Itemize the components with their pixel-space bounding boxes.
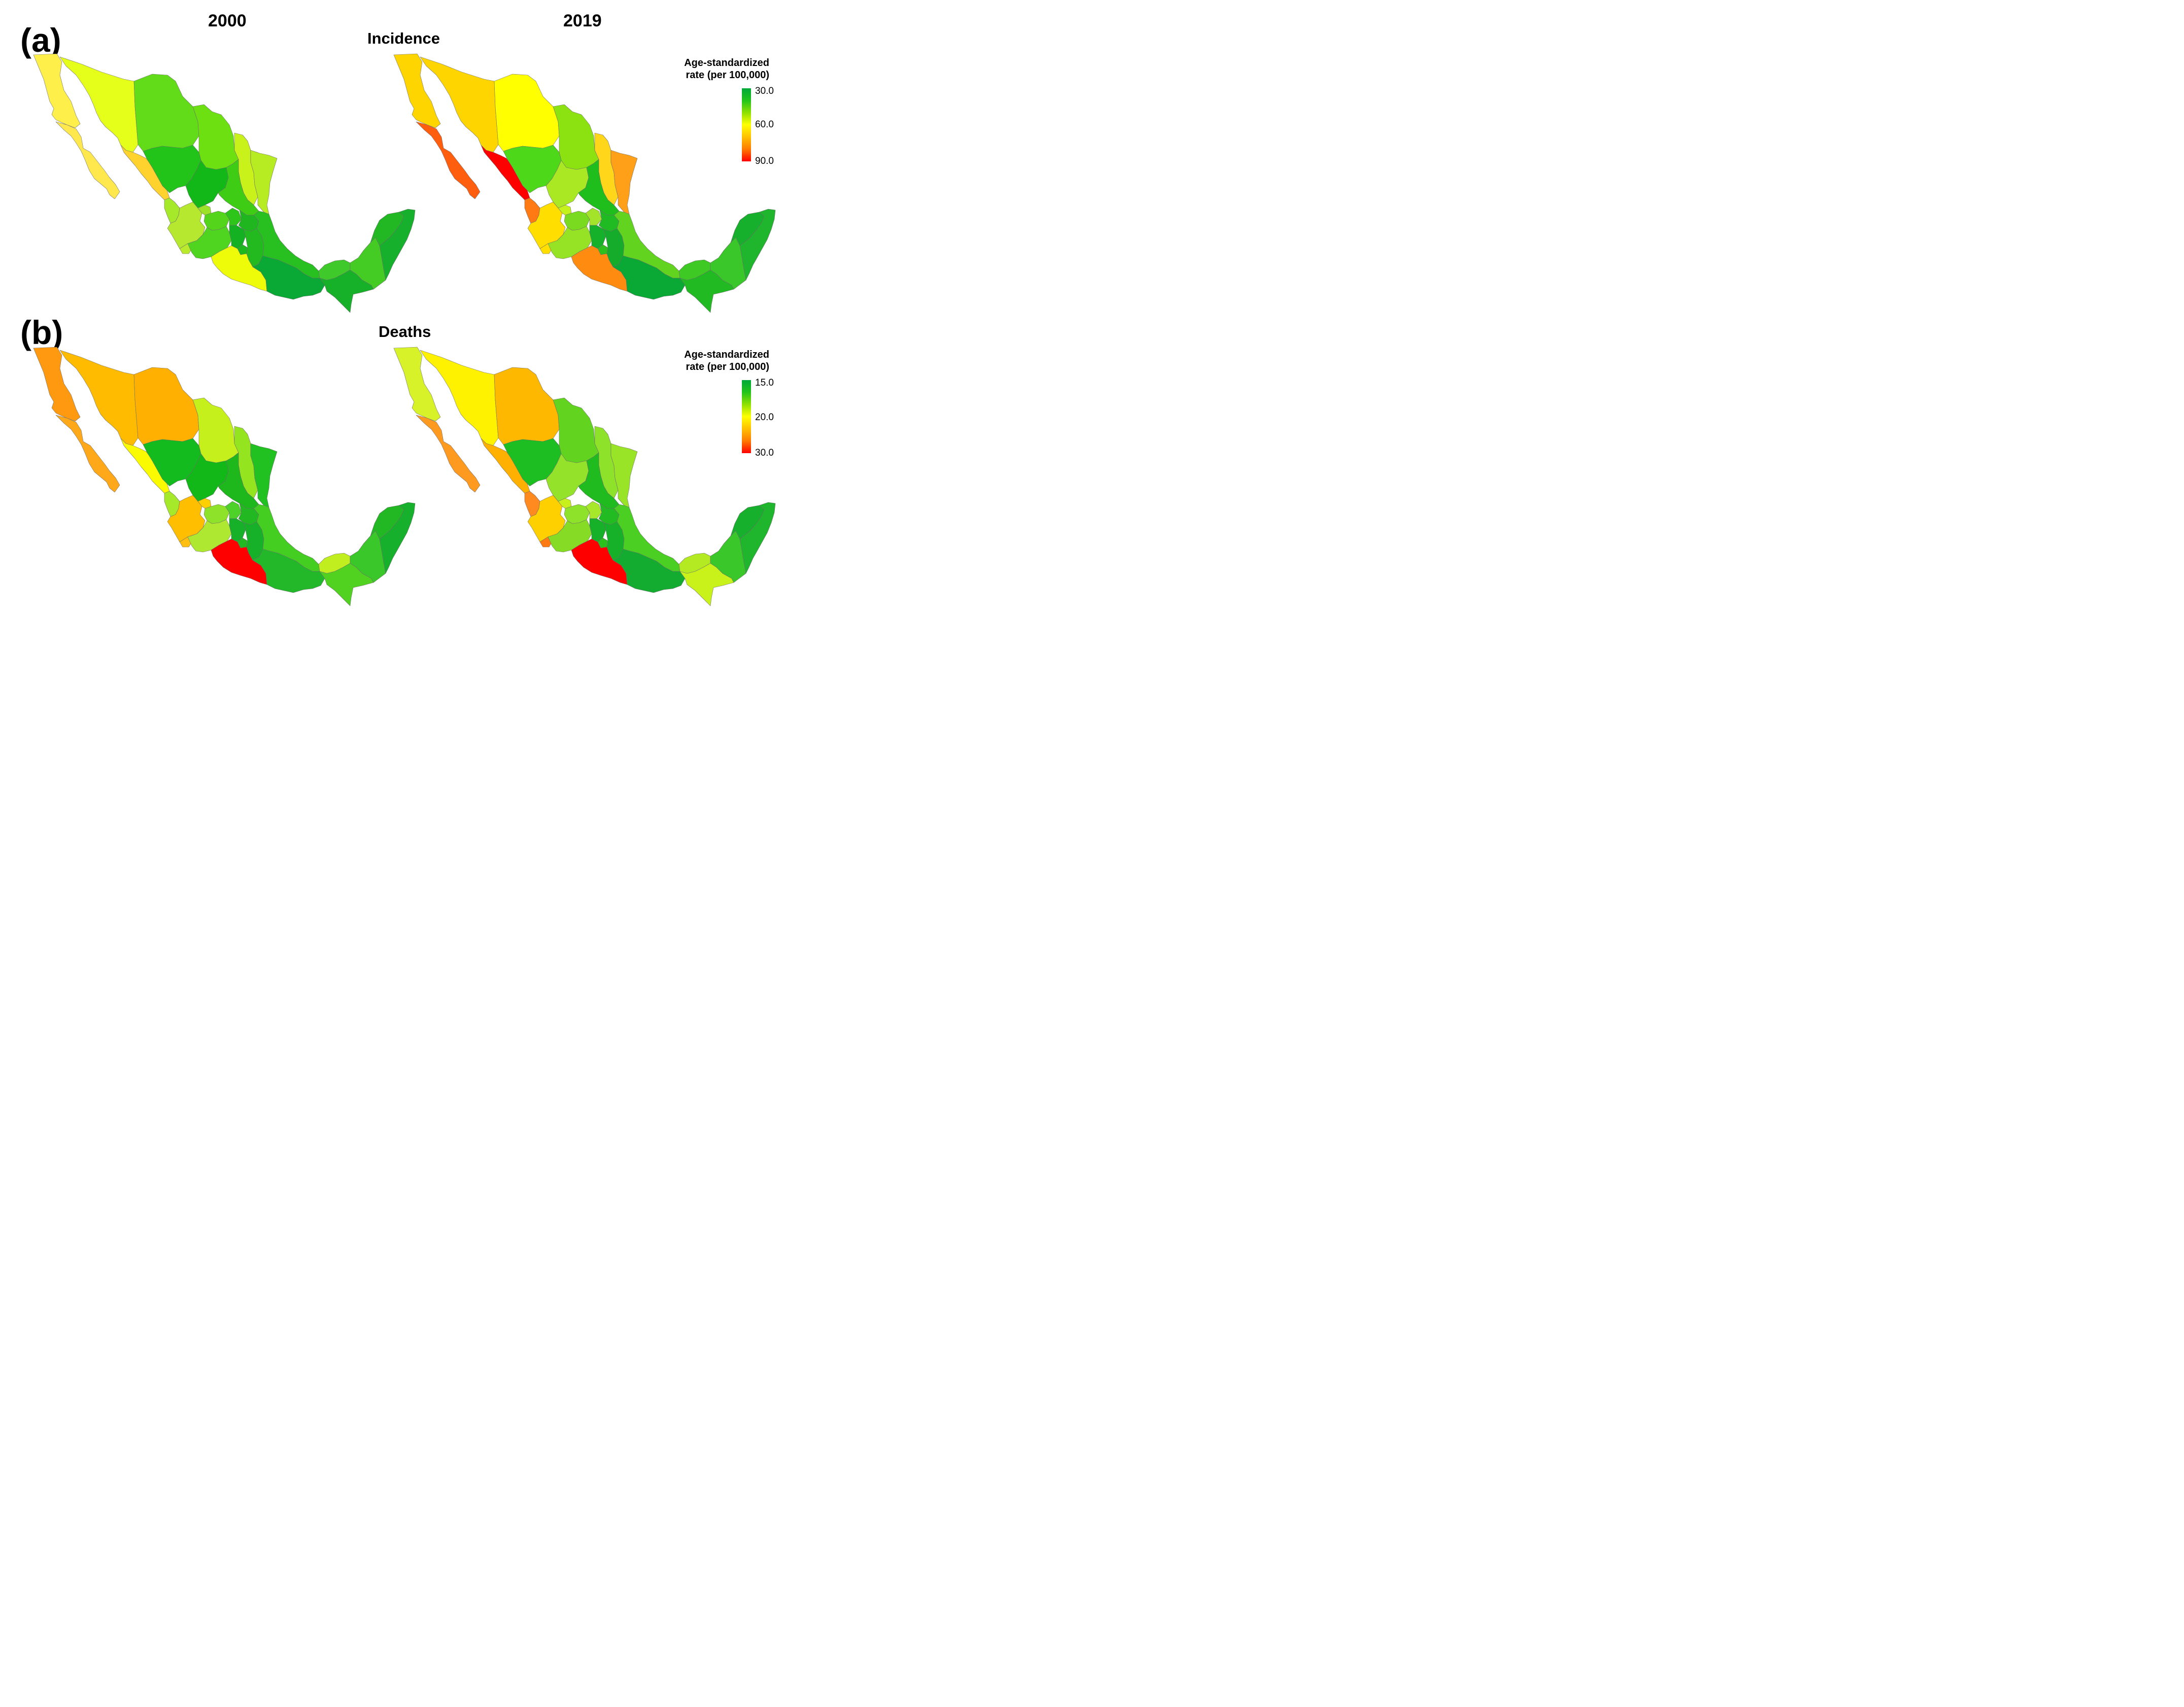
state-queretaro — [585, 208, 602, 226]
legend-color-bar — [742, 380, 751, 453]
state-chihuahua — [494, 74, 560, 152]
state-tamaulipas — [610, 150, 638, 215]
legend-incidence: Age-standardized rate (per 100,000) 30.0… — [673, 57, 774, 168]
legend-deaths: Age-standardized rate (per 100,000) 15.0… — [673, 349, 774, 460]
state-chiapas — [319, 563, 374, 606]
state-queretaro — [585, 501, 602, 519]
map-deaths-2000 — [33, 347, 416, 606]
state-veracruz — [613, 504, 680, 572]
deaths-title: Deaths — [379, 323, 431, 340]
legend-tick: 15.0 — [755, 378, 774, 388]
state-chihuahua — [494, 367, 560, 445]
state-jalisco — [527, 495, 566, 542]
state-quintana-roo — [379, 209, 416, 281]
state-baja-california-sur — [416, 415, 481, 493]
year-label-2019: 2019 — [563, 11, 602, 30]
map-incidence-2000 — [33, 53, 416, 313]
legend-tick: 20.0 — [755, 412, 774, 423]
state-quintana-roo — [739, 502, 776, 574]
state-sonora — [59, 56, 139, 153]
state-tamaulipas — [250, 443, 278, 508]
state-chihuahua — [133, 367, 199, 445]
map-deaths-2019 — [393, 347, 776, 606]
state-jalisco — [167, 495, 206, 542]
state-sonora — [420, 350, 499, 446]
state-baja-california-sur — [55, 415, 120, 493]
legend-title-line2: rate (per 100,000) — [686, 361, 769, 372]
state-tamaulipas — [250, 150, 278, 215]
state-chiapas — [679, 563, 734, 606]
state-jalisco — [527, 201, 566, 249]
legend-tick: 90.0 — [755, 156, 774, 166]
legend-title-line1: Age-standardized — [684, 57, 769, 69]
state-baja-california-sur — [416, 121, 481, 199]
legend-tick: 30.0 — [755, 448, 774, 458]
state-tamaulipas — [610, 443, 638, 508]
state-queretaro — [225, 501, 242, 519]
legend-tick: 30.0 — [755, 86, 774, 96]
state-veracruz — [253, 504, 320, 572]
state-sonora — [420, 56, 499, 153]
state-chiapas — [319, 269, 374, 313]
legend-title-line1: Age-standardized — [684, 349, 769, 360]
state-veracruz — [253, 211, 320, 279]
panel-label-b: (b) — [20, 314, 63, 351]
state-jalisco — [167, 201, 206, 249]
panel-label-a: (a) — [20, 21, 61, 59]
year-label-2000: 2000 — [208, 11, 247, 30]
legend-tick: 60.0 — [755, 119, 774, 130]
legend-color-bar — [742, 88, 751, 161]
map-incidence-2019 — [393, 53, 776, 313]
state-baja-california-sur — [55, 121, 120, 199]
state-chiapas — [679, 269, 734, 313]
incidence-title: Incidence — [367, 29, 440, 47]
state-queretaro — [225, 208, 242, 226]
state-quintana-roo — [379, 502, 416, 574]
state-chihuahua — [133, 74, 199, 152]
state-veracruz — [613, 211, 680, 279]
state-sonora — [59, 350, 139, 446]
legend-title-line2: rate (per 100,000) — [686, 70, 769, 81]
state-quintana-roo — [739, 209, 776, 281]
